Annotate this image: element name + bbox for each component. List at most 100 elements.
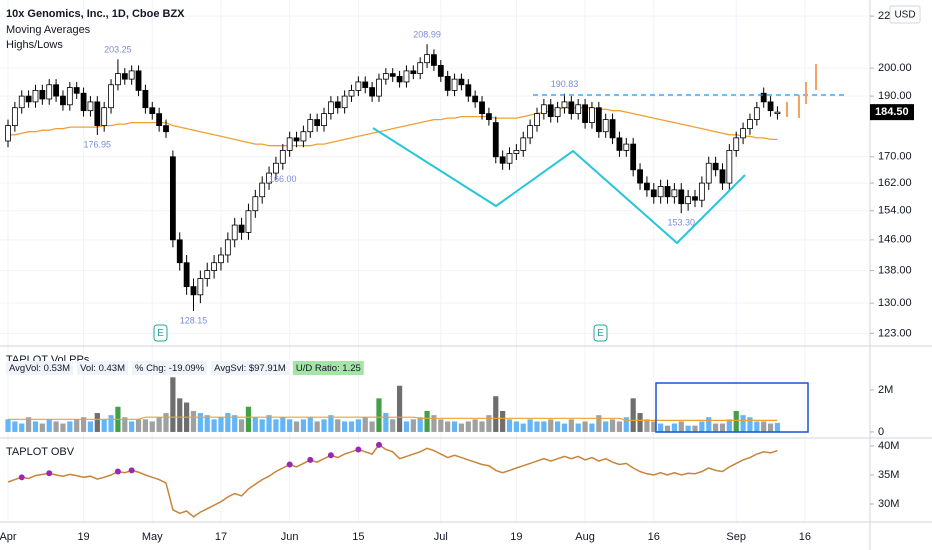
candle-body [128,70,135,80]
volume-bar [396,385,403,432]
volume-bar [376,398,382,432]
y-tick-label: 190.00 [878,90,912,102]
x-tick-label: Sep [726,531,746,543]
volume-bar [355,419,361,432]
high-low-label: 153.30 [667,218,695,228]
candle-body [87,101,94,112]
volume-bar [445,421,451,432]
candle-body [712,162,719,171]
candle-body [142,89,149,109]
volume-bar [259,419,265,432]
volume-bar [67,421,73,432]
y-tick-label: 30M [878,498,899,510]
stat-box [6,361,74,375]
volume-bar [46,419,52,432]
candle-body [417,62,424,75]
volume-bar [190,410,197,432]
volume-bar [747,417,753,432]
volume-bar [685,425,691,432]
volume-bar [658,423,664,432]
candle-body [458,78,465,86]
candle-body [389,73,396,77]
candle-body [472,95,479,103]
candle-body [245,210,252,233]
volume-bar [472,419,478,432]
x-tick-label: Jun [281,531,299,543]
candle-body [46,84,53,100]
obv-line [7,443,778,518]
average-volume [8,416,778,421]
candle-body [286,137,293,151]
candle-body [534,113,540,127]
candle-body [431,54,437,66]
candle-body [657,186,664,198]
candle-body [197,278,204,296]
volume-bar [170,377,176,432]
volume-bar [32,421,39,432]
obv-signal [327,452,334,459]
y-tick-label: 154.00 [878,205,912,217]
candle-body [115,73,121,86]
x-tick-label: May [142,531,163,543]
candle-body [664,186,671,198]
candle-body [355,81,362,91]
candle-body [740,128,746,139]
candle-body [410,70,417,75]
pattern-drawing [372,127,746,245]
volume-bar [500,410,506,432]
candle-body [369,87,376,97]
axes: Apr 19 May 17 Jun 15 Jul 19 Aug 16 Sep 16 123.00 130.… [0,10,914,543]
volume-bar [713,423,719,432]
candle-body [156,113,163,127]
candle-body [650,189,657,198]
candle-body [327,101,334,115]
volume-bar [458,423,465,432]
volume-bar [273,419,279,432]
volume-bar [87,421,94,432]
candle-body [60,95,66,106]
candle-body [231,224,238,241]
candle-body [101,107,108,127]
x-tick-label: 17 [215,531,227,543]
candle-body [18,95,25,109]
candle-body [644,182,650,191]
candle-body [492,122,499,158]
stat-label: U/D Ratio: 1.25 [296,363,361,374]
y-tick-label: 200.00 [878,62,912,74]
earnings-label[interactable]: E [597,328,604,339]
obv-signal [46,470,53,477]
candle-body [108,84,114,109]
volume-bar [266,415,272,432]
volume-bar [589,423,595,432]
stat-label: Vol: 0.43M [80,363,125,374]
candle-body [362,81,369,88]
obv-signal [128,467,135,474]
candle-body [554,107,561,117]
obv-signal [18,474,25,481]
y-tick-label: 138.00 [878,264,912,276]
candle-body [499,156,506,164]
candle-body [547,104,554,117]
volume-bar [122,417,128,432]
volume-bar [94,413,100,432]
y-tick-label: 40M [878,440,899,452]
candle-body [224,239,231,256]
obv-signal [375,441,382,448]
x-tick-label: 16 [648,531,660,543]
projection [786,64,817,118]
candle-body [32,89,39,103]
volume-bar [80,417,87,432]
candle-body [190,286,197,296]
candle-body [273,162,279,174]
earnings-icon[interactable] [153,324,168,342]
earnings-label[interactable]: E [157,328,164,339]
high-low-label: 128.15 [180,315,208,325]
volume-bar [252,417,258,432]
earnings-icon[interactable] [593,324,608,342]
candle-body [767,101,774,112]
volume-bar [177,398,183,432]
high-low-label: 203.25 [104,45,132,55]
volume-bar [582,421,588,432]
candle-body [540,104,547,115]
